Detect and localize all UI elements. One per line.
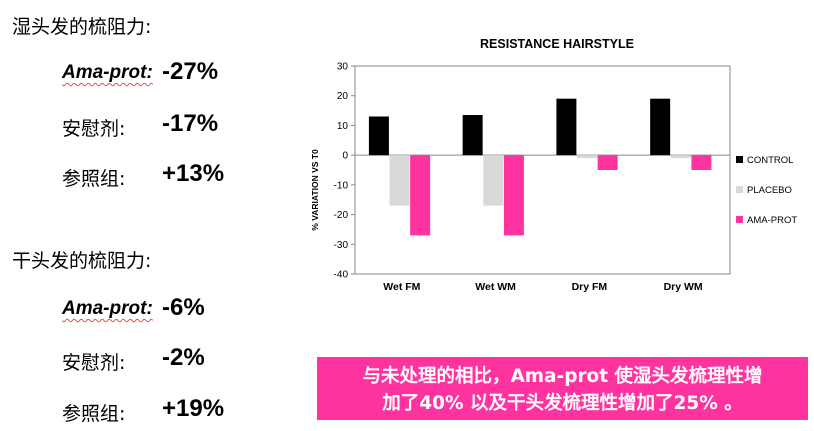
y-tick-label: 30: [337, 62, 349, 73]
wet-placebo-label: 安慰剂:: [62, 118, 126, 140]
wet-placebo-value: -17%: [162, 110, 219, 137]
dry-ama-prot-label: Ama-prot:: [62, 298, 153, 319]
bar-ama-prot: [410, 155, 431, 236]
chart-title: RESISTANCE HAIRSTYLE: [480, 37, 634, 51]
y-axis-label: % VARIATION VS T0: [310, 149, 320, 231]
x-category-label: Dry WM: [664, 281, 703, 293]
legend-swatch: [736, 186, 743, 193]
dry-ama-prot-value: -6%: [162, 294, 205, 321]
bar-placebo: [483, 155, 504, 206]
legend-swatch: [736, 216, 743, 223]
plot-frame: [354, 65, 731, 275]
bar-control: [650, 98, 671, 156]
y-tick-label: -30: [334, 240, 349, 251]
x-category-label: Wet FM: [383, 281, 420, 293]
wet-control-value: +13%: [162, 160, 225, 187]
dry-control-value: +19%: [162, 395, 225, 422]
wet-control-label: 参照组:: [62, 168, 126, 190]
summary-note-line1: 与未处理的相比，Ama-prot 使湿头发梳理性增: [362, 366, 763, 387]
dry-section-title: 干头发的梳阻力:: [12, 250, 152, 272]
dry-control-label: 参照组:: [62, 403, 126, 425]
legend: CONTROL PLACEBO AMA-PROT: [736, 155, 797, 226]
y-tick-label: 20: [337, 91, 349, 102]
wet-ama-prot-label: Ama-prot:: [62, 62, 153, 83]
summary-note-line2: 加了40% 以及干头发梳理性增加了25% 。: [382, 393, 743, 414]
y-tick-label: -10: [334, 180, 349, 191]
dry-placebo-label: 安慰剂:: [62, 352, 126, 374]
bar-control: [368, 116, 389, 156]
plot-area: 30 20 10 0 -10 -20 -30 -40 Wet FM Wet WM Dry FM Dry…: [334, 62, 731, 293]
bar-ama-prot: [597, 155, 618, 170]
y-tick-label: 10: [337, 121, 349, 132]
y-tick-label: -40: [334, 270, 349, 281]
summary-note: 与未处理的相比，Ama-prot 使湿头发梳理性增 加了40% 以及干头发梳理性…: [317, 357, 808, 420]
legend-label: CONTROL: [747, 155, 793, 166]
legend-swatch: [736, 156, 743, 163]
bar-placebo: [389, 155, 410, 206]
bar-control: [462, 115, 483, 156]
wet-ama-prot-value: -27%: [162, 58, 219, 85]
legend-label: AMA-PROT: [747, 215, 797, 226]
legend-label: PLACEBO: [747, 185, 792, 196]
y-tick-label: -20: [334, 210, 349, 221]
dry-placebo-value: -2%: [162, 344, 205, 371]
x-category-label: Wet WM: [475, 281, 516, 293]
x-category-label: Dry FM: [572, 281, 608, 293]
bar-control: [556, 98, 577, 156]
wet-section-title: 湿头发的梳阻力:: [12, 16, 152, 38]
bar-placebo: [577, 155, 598, 159]
y-tick-label: 0: [342, 151, 348, 162]
bar-ama-prot: [691, 155, 712, 170]
resistance-chart: RESISTANCE HAIRSTYLE % VARIATION VS T0 3…: [310, 37, 797, 293]
bar-ama-prot: [503, 155, 524, 236]
bar-placebo: [670, 155, 691, 159]
